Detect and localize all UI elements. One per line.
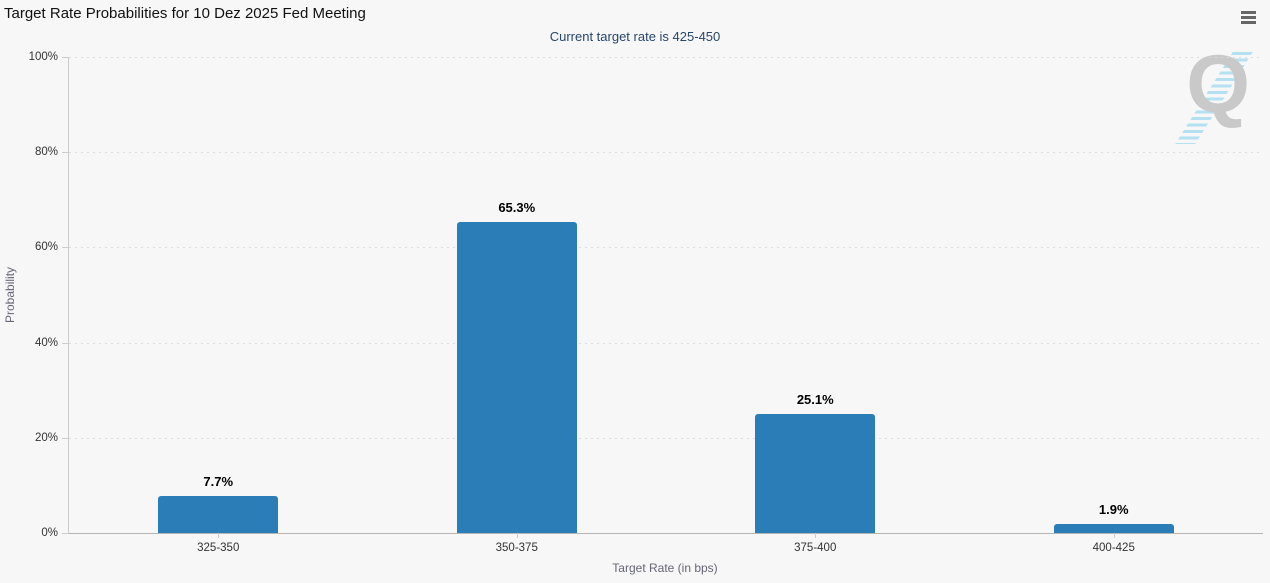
menu-bar (1240, 20, 1256, 24)
x-axis-label: 350-375 (495, 542, 538, 554)
y-axis-label: 100% (28, 51, 58, 63)
probability-bar-325-350[interactable] (158, 496, 279, 533)
category-slot: 1.9% 400-425 (965, 57, 1264, 554)
gridline-40 (69, 342, 1263, 344)
chart-subtitle: Current target rate is 425-450 (549, 29, 721, 44)
probability-bar-350-375[interactable] (456, 222, 577, 533)
chart-title: Target Rate Probabilities for 10 Dez 202… (4, 5, 366, 22)
y-axis-label: 80% (34, 146, 58, 159)
x-tick (516, 533, 518, 538)
x-axis-label: 375-400 (794, 542, 837, 554)
x-tick (815, 533, 817, 538)
x-tick (1113, 533, 1115, 538)
gridline-20 (69, 437, 1263, 439)
gridline-100 (69, 57, 1263, 58)
category-slot: 25.1% 375-400 (666, 57, 965, 554)
x-axis-label: 325-350 (197, 542, 240, 554)
y-axis-label: 20% (34, 431, 58, 444)
y-axis-title: Probability (3, 266, 17, 324)
y-tick (62, 152, 69, 154)
x-axis-label: 400-425 (1092, 542, 1135, 554)
plot-area: 0% 20% 40% 60% 80% 100% 7.7% 325-350 65.… (29, 51, 1264, 554)
y-tick (62, 57, 69, 58)
bar-value-label: 25.1% (796, 391, 834, 407)
bar-value-label: 7.7% (203, 474, 234, 490)
y-tick (62, 247, 69, 249)
gridline-60 (69, 247, 1263, 249)
gridline-80 (69, 152, 1263, 154)
y-tick (62, 437, 69, 439)
y-tick (62, 533, 69, 534)
category-slots: 7.7% 325-350 65.3% 350-375 25.1% 375-400… (69, 57, 1264, 554)
x-tick (218, 533, 220, 538)
hamburger-menu-icon[interactable] (1238, 8, 1258, 26)
menu-bar (1240, 10, 1256, 14)
y-tick (62, 342, 69, 344)
bar-value-label: 1.9% (1098, 501, 1129, 517)
y-axis-label: 40% (34, 336, 58, 349)
y-axis-label: 60% (34, 241, 58, 254)
y-axis-label: 0% (41, 527, 58, 539)
menu-bar (1240, 15, 1256, 19)
x-axis-title: Target Rate (in bps) (612, 561, 718, 575)
bar-value-label: 65.3% (498, 200, 536, 216)
category-slot: 65.3% 350-375 (368, 57, 667, 554)
probability-bar-375-400[interactable] (755, 413, 876, 533)
probability-bar-400-425[interactable] (1053, 523, 1174, 533)
category-slot: 7.7% 325-350 (69, 57, 368, 554)
